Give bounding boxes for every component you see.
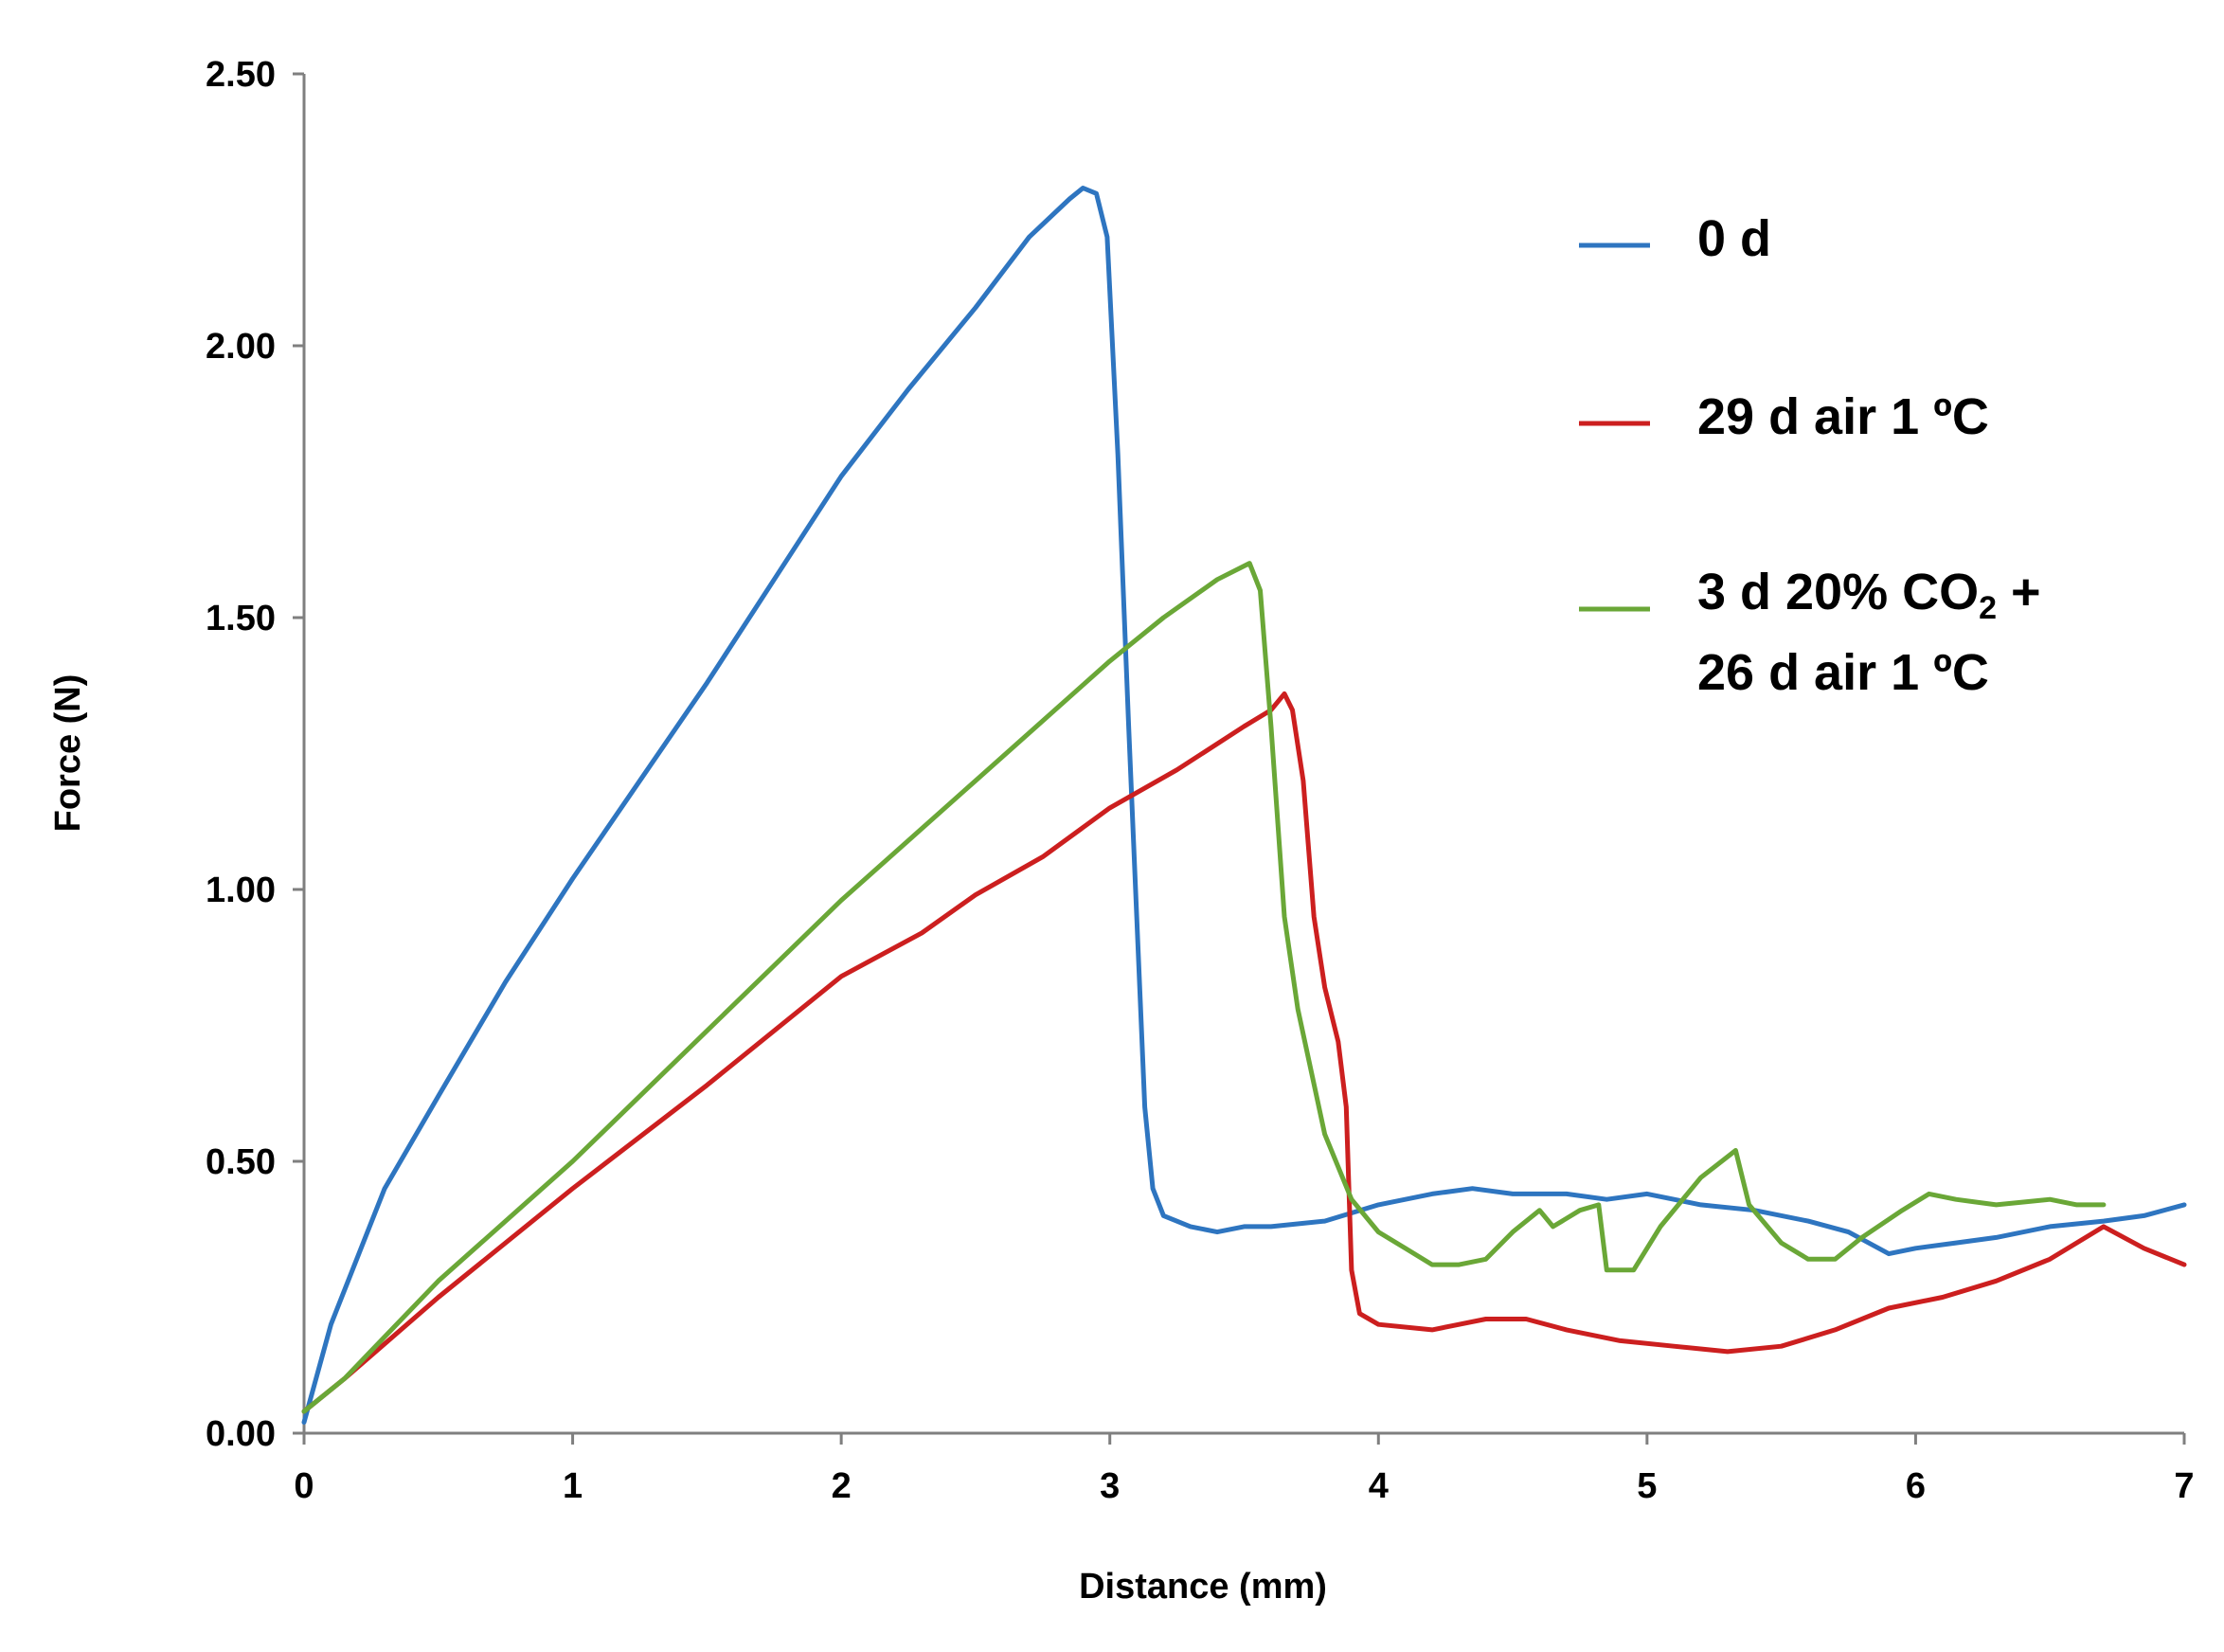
- x-tick-label: 7: [2174, 1466, 2194, 1506]
- legend-label-co2-line1: 3 d 20% CO2 +: [1697, 564, 2041, 626]
- x-ticks: 0 1 2 3 4 5 6 7: [294, 1433, 2195, 1506]
- y-axis-title: Force (N): [48, 674, 88, 833]
- y-tick-label: 2.00: [206, 327, 276, 367]
- legend-entry-0d: 0 d: [1579, 210, 1771, 267]
- x-tick-label: 0: [294, 1466, 314, 1506]
- y-tick-label: 1.00: [206, 871, 276, 910]
- legend-entry-29d-air: 29 d air 1 ºC: [1579, 388, 1989, 445]
- axes: [302, 74, 2184, 1435]
- x-tick-label: 3: [1100, 1466, 1120, 1506]
- x-tick-label: 4: [1369, 1466, 1389, 1506]
- y-tick-label: 0.50: [206, 1142, 276, 1182]
- y-ticks: 0.00 0.50 1.00 1.50 2.00 2.50: [206, 55, 304, 1454]
- legend: 0 d 29 d air 1 ºC 3 d 20% CO2 + 26 d air…: [1579, 210, 2041, 701]
- series-line-0d: [301, 186, 2187, 1425]
- y-tick-label: 2.50: [206, 55, 276, 95]
- legend-label-co2-line2: 26 d air 1 ºC: [1697, 644, 1989, 701]
- legend-label-29d-air: 29 d air 1 ºC: [1697, 388, 1989, 445]
- x-tick-label: 5: [1637, 1466, 1657, 1506]
- x-tick-label: 1: [563, 1466, 583, 1506]
- x-tick-label: 6: [1906, 1466, 1926, 1506]
- legend-entry-co2: 3 d 20% CO2 + 26 d air 1 ºC: [1579, 564, 2041, 701]
- legend-label-0d: 0 d: [1697, 210, 1771, 267]
- series-line-29d-air: [301, 691, 2187, 1414]
- y-tick-label: 1.50: [206, 599, 276, 638]
- x-tick-label: 2: [832, 1466, 852, 1506]
- y-tick-label: 0.00: [206, 1414, 276, 1454]
- series-layer: [301, 186, 2187, 1425]
- x-axis-title: Distance (mm): [1079, 1567, 1327, 1607]
- series-line-co2: [301, 561, 2107, 1414]
